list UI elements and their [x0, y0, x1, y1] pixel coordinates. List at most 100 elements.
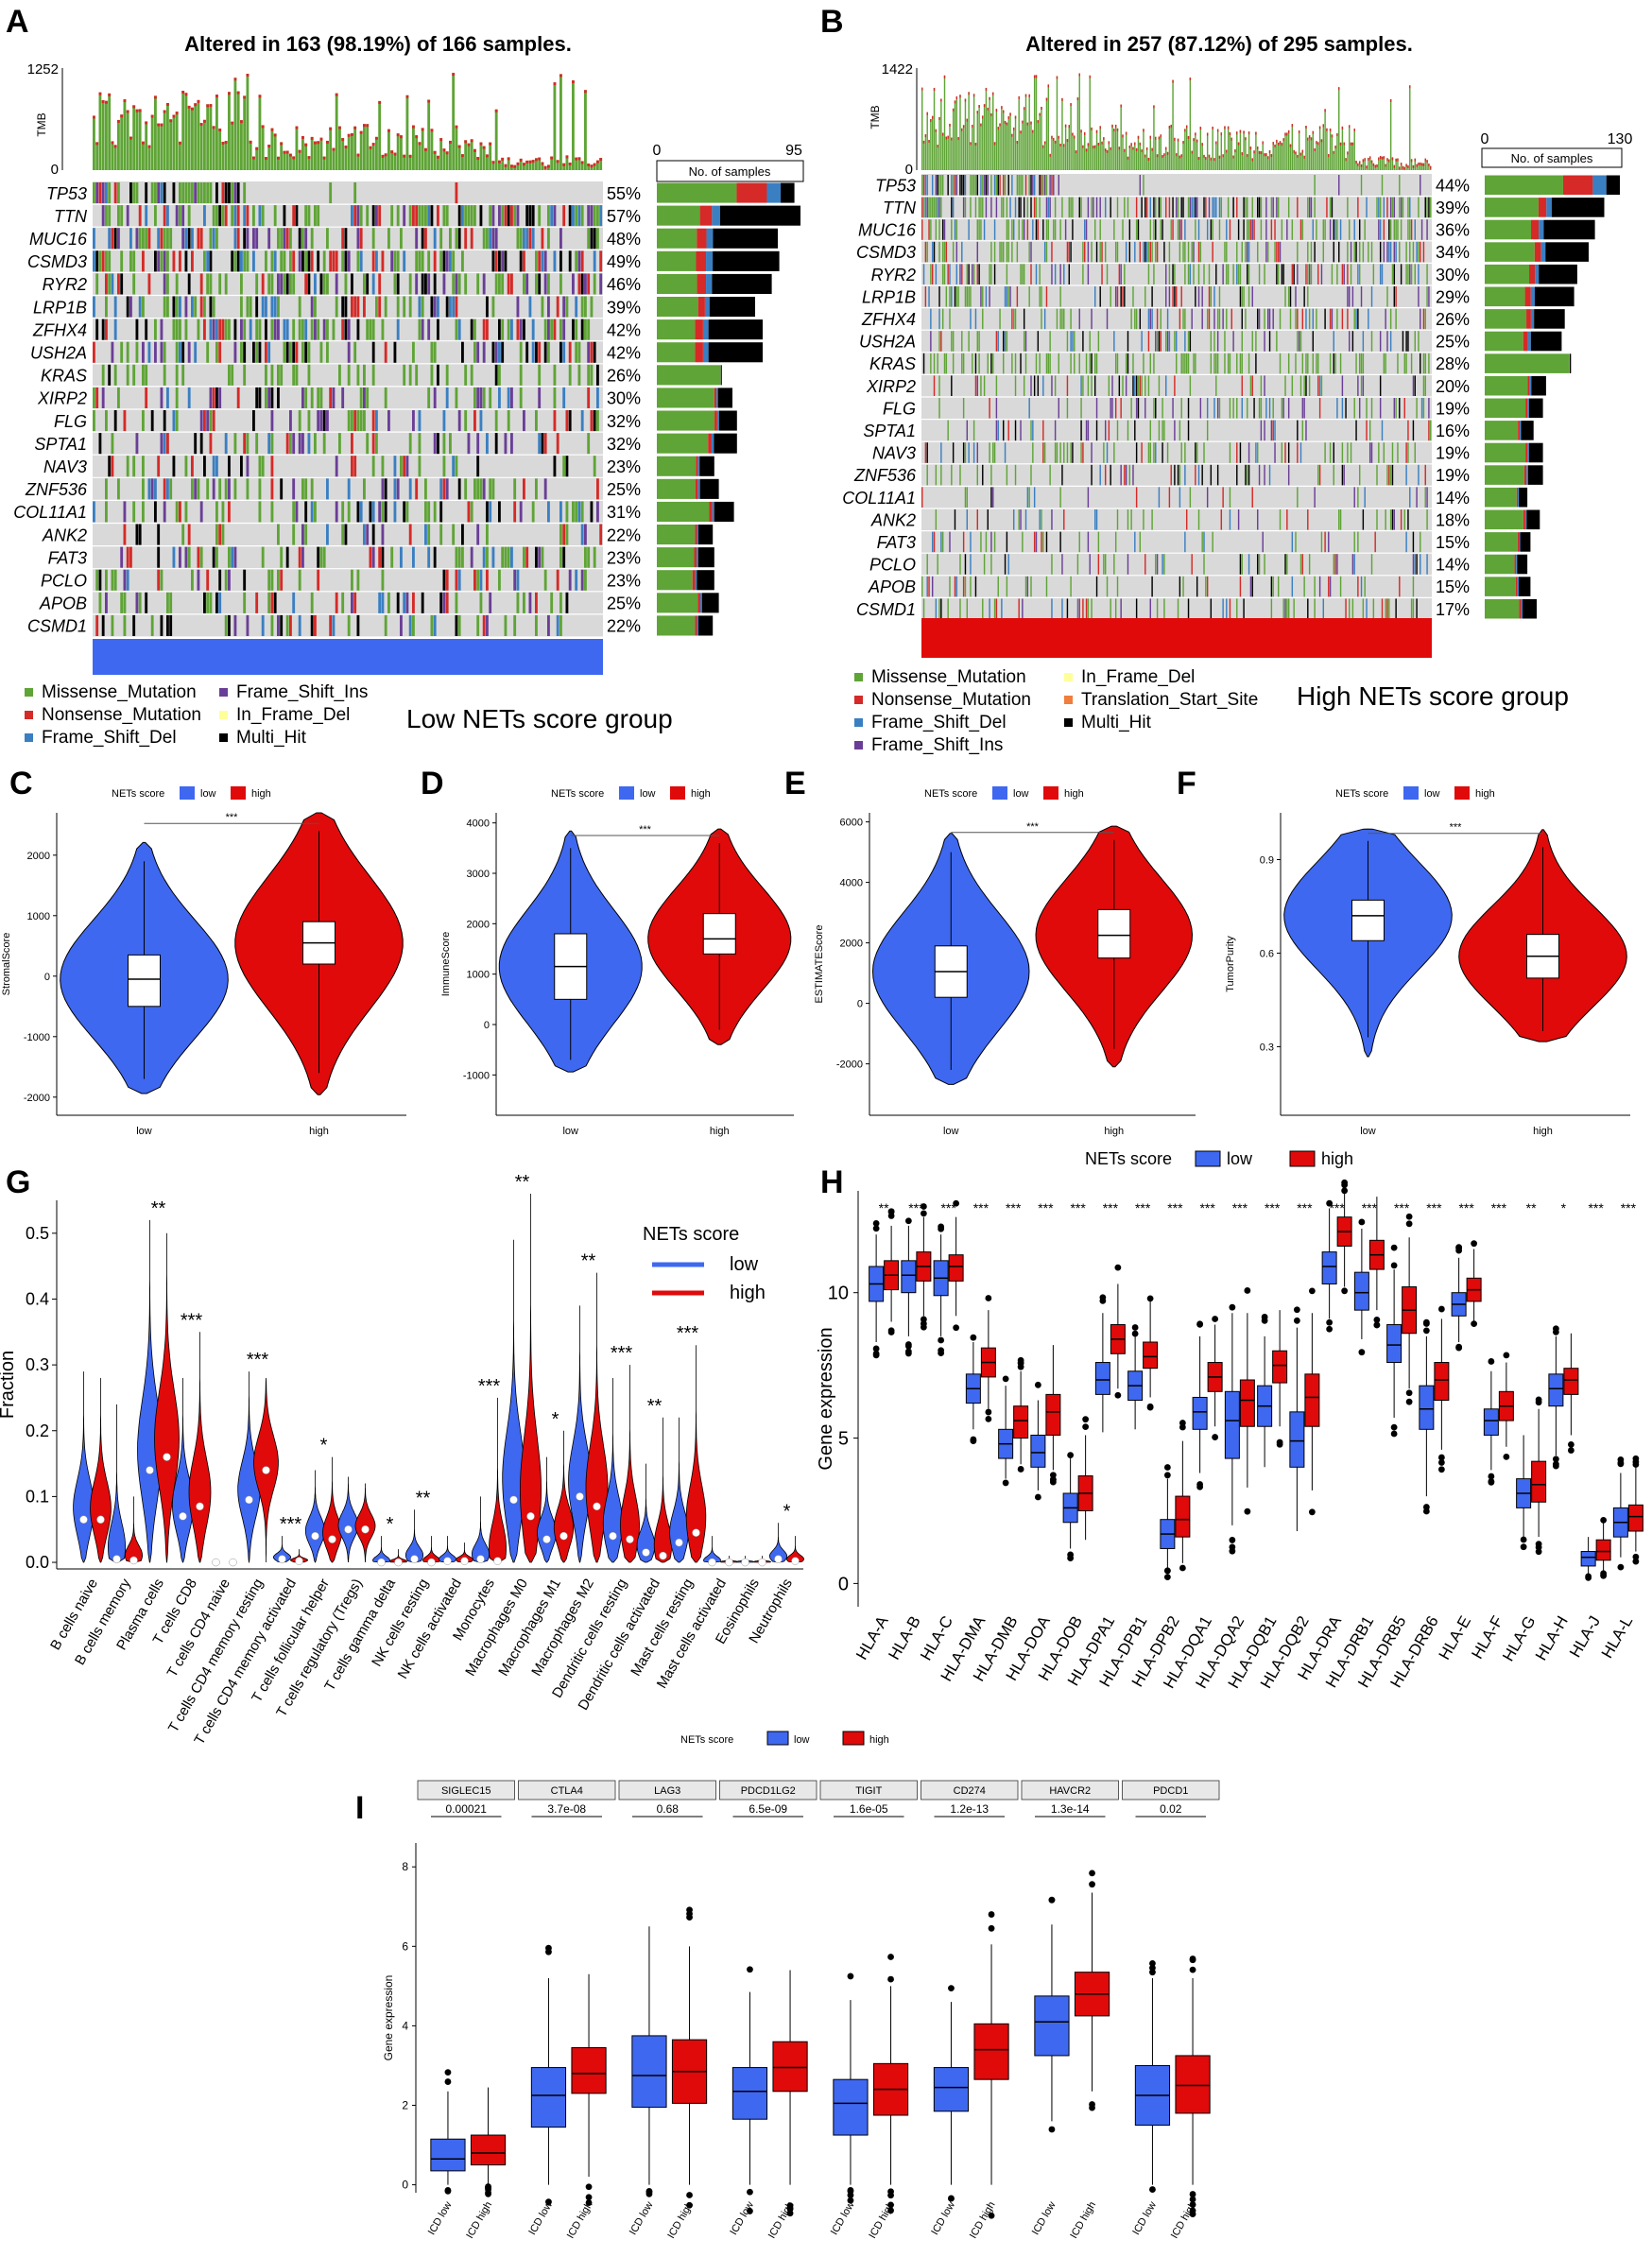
- mutation-cell: [400, 228, 403, 250]
- mutation-cell: [1355, 353, 1357, 374]
- mutation-cell: [384, 387, 387, 408]
- legend-swatch: [1064, 673, 1073, 681]
- mutation-cell: [467, 433, 471, 455]
- outlier-point: [1146, 1295, 1154, 1302]
- tmb-bar: [1312, 130, 1315, 170]
- mutation-cell: [966, 598, 969, 619]
- mutation-cell: [980, 375, 982, 396]
- mutation-cell: [584, 524, 587, 545]
- mutation-cell: [329, 387, 333, 408]
- outlier-point: [904, 1348, 912, 1355]
- mutation-cell: [1135, 197, 1138, 218]
- mutation-cell: [1059, 308, 1061, 330]
- tmb-bar: [1267, 156, 1269, 170]
- tmb-bar: [405, 95, 409, 170]
- tmb-bar: [1307, 137, 1309, 170]
- y-tick-label: 0: [44, 972, 50, 983]
- mutation-cell: [1118, 375, 1121, 396]
- mutation-cell: [1116, 241, 1119, 263]
- mutation-cell: [935, 464, 938, 486]
- panel-letter: F: [1177, 766, 1196, 801]
- mutation-cell: [166, 387, 169, 408]
- mutation-cell: [559, 273, 562, 295]
- mutation-cell: [427, 524, 431, 545]
- mutation-cell: [187, 341, 191, 363]
- mutation-cell: [1097, 554, 1100, 575]
- mutation-cell: [976, 375, 978, 396]
- mutation-cell: [1282, 264, 1284, 284]
- sample-bar-segment: [702, 319, 709, 340]
- mutation-cell: [252, 410, 255, 432]
- tmb-bar-top: [1410, 159, 1413, 163]
- mutation-cell: [304, 273, 308, 295]
- tmb-bar: [1299, 152, 1302, 170]
- tmb-bar-top: [439, 138, 443, 142]
- mutation-cell: [1405, 264, 1407, 284]
- tmb-bar-top: [590, 164, 594, 168]
- tmb-bar: [105, 100, 108, 170]
- tmb-bar-top: [1397, 158, 1399, 162]
- tmb-bar-top: [1070, 103, 1072, 107]
- significance-label: ***: [1199, 1200, 1215, 1215]
- mutation-cell: [1297, 487, 1299, 508]
- sample-bar-segment: [713, 250, 780, 271]
- outlier-point: [1552, 1460, 1559, 1468]
- box: [631, 2035, 667, 2109]
- mutation-cell: [599, 250, 603, 272]
- mutation-cell: [479, 592, 483, 613]
- tmb-bar: [424, 147, 427, 170]
- mutation-cell: [442, 456, 446, 477]
- tmb-bar: [1339, 142, 1342, 170]
- sample-bar-segment: [699, 456, 714, 476]
- mutation-cell: [209, 228, 213, 250]
- mutation-cell: [366, 524, 370, 545]
- mutation-cell: [105, 296, 108, 318]
- mutation-cell: [1248, 264, 1250, 284]
- mutation-cell: [123, 501, 127, 523]
- box: [1595, 1539, 1611, 1561]
- mutation-cell: [221, 501, 225, 523]
- tmb-bar-top: [1144, 154, 1146, 158]
- tmb-bar: [317, 141, 320, 170]
- legend-label: Frame_Shift_Del: [871, 713, 1007, 732]
- y-tick-label: 2: [402, 2099, 408, 2112]
- mutation-cell: [980, 197, 982, 218]
- mutation-cell: [353, 456, 357, 477]
- tmb-bar-top: [599, 158, 603, 162]
- mutation-cell: [1042, 531, 1044, 553]
- median-dot: [328, 1535, 336, 1543]
- significance-label: ***: [1458, 1200, 1474, 1215]
- mutation-cell: [1303, 286, 1305, 307]
- tmb-bar-top: [1058, 135, 1059, 139]
- outlier-point: [887, 1208, 895, 1215]
- mutation-cell: [243, 569, 247, 591]
- mutation-cell: [1011, 353, 1013, 374]
- mutation-cell: [1391, 509, 1394, 530]
- mutation-cell: [1339, 509, 1342, 530]
- tmb-bar: [467, 143, 471, 170]
- mutation-cell: [525, 205, 529, 227]
- mutation-cell: [1307, 509, 1309, 530]
- mutation-cell: [117, 273, 120, 295]
- tmb-bar-top: [1166, 151, 1169, 155]
- mutation-cell: [344, 273, 348, 295]
- mutation-cell: [255, 273, 259, 295]
- median-dot: [278, 1555, 286, 1563]
- mutation-cell: [412, 410, 415, 432]
- mutation-cell: [1051, 598, 1053, 619]
- mutation-cell: [1405, 442, 1407, 463]
- pvalue-label: 3.7e-08: [547, 1802, 586, 1816]
- mutation-cell: [445, 296, 449, 318]
- mutation-cell: [476, 433, 480, 455]
- mutation-cell: [1124, 197, 1126, 218]
- mutation-cell: [369, 546, 372, 568]
- tmb-bar-top: [1099, 126, 1101, 129]
- mutation-cell: [157, 524, 161, 545]
- tmb-bar-top: [1318, 126, 1321, 129]
- mutation-cell: [240, 456, 243, 477]
- tmb-bar-top: [221, 142, 225, 146]
- mutation-cell: [1097, 331, 1100, 352]
- mutation-cell: [949, 264, 951, 284]
- mutation-cell: [1364, 219, 1366, 240]
- sample-bar-segment: [694, 547, 697, 568]
